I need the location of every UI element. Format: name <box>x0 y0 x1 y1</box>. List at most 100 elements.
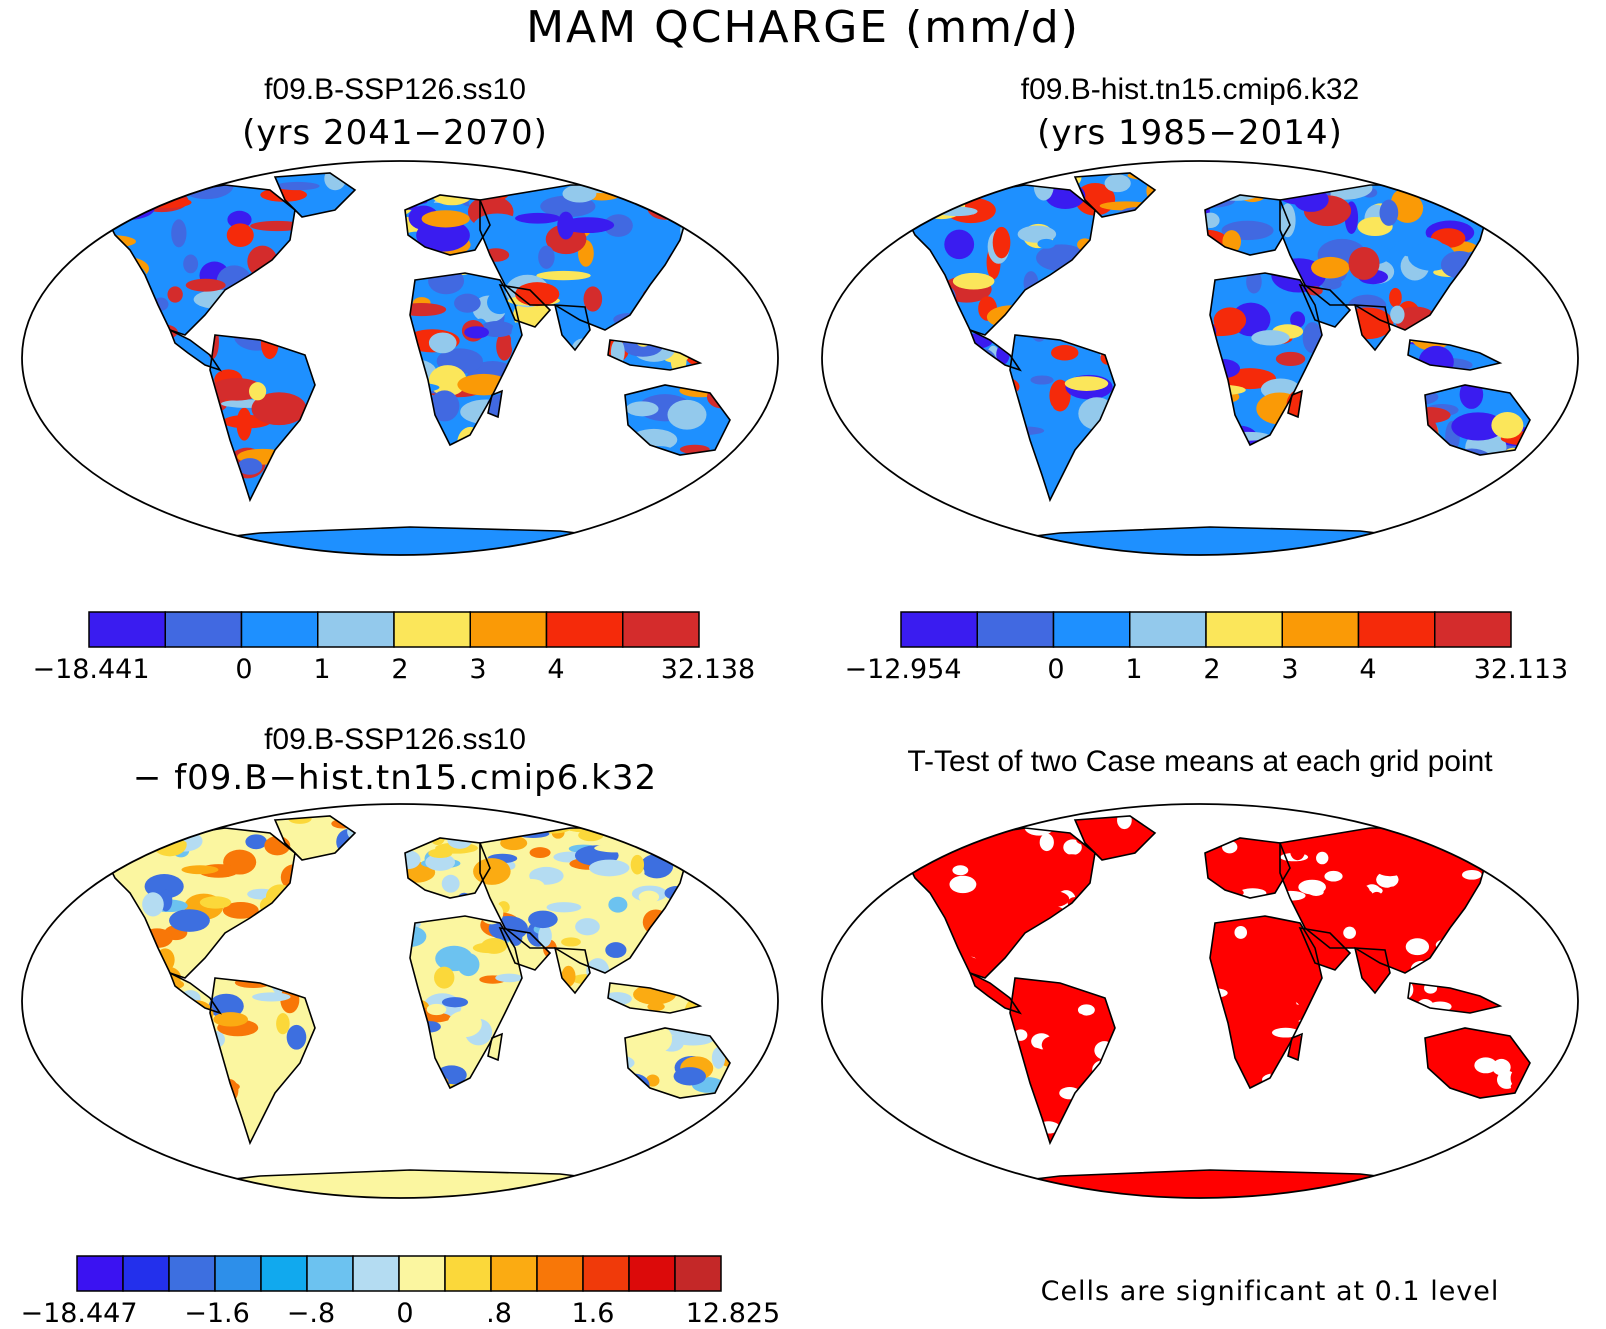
colorbar-swatch <box>545 611 624 648</box>
coastline <box>168 328 222 372</box>
colorbar-swatch <box>582 1255 630 1292</box>
colorbar-swatch <box>398 1255 446 1292</box>
cb2-tick-label: −12.954 <box>844 654 962 685</box>
coastline <box>903 184 1096 336</box>
map-frame <box>821 160 1579 556</box>
cb1-tick-label: 2 <box>391 654 409 685</box>
coastline <box>968 328 1022 372</box>
colorbar-swatch <box>122 1255 170 1292</box>
coastline <box>273 815 357 861</box>
coastline <box>553 947 591 995</box>
panel3-map <box>21 803 779 1199</box>
coastline <box>553 304 591 352</box>
colorbar-swatch <box>168 1255 216 1292</box>
colorbar-swatch <box>1281 611 1360 648</box>
coastline <box>1298 926 1352 971</box>
colorbar-swatch <box>393 611 471 648</box>
colorbar-swatch <box>1129 611 1207 648</box>
colorbar-swatch <box>164 611 243 648</box>
colorbar-swatch <box>628 1255 676 1292</box>
colorbar-swatch <box>444 1255 492 1292</box>
panel4-map <box>821 803 1579 1199</box>
colorbar1 <box>88 611 700 648</box>
panel3-subtitle: − f09.B−hist.tn15.cmip6.k32 <box>132 758 658 798</box>
panel2-subtitle: (yrs 1985−2014) <box>1037 113 1343 153</box>
coastline <box>968 971 1022 1015</box>
coastline <box>1209 915 1323 1090</box>
colorbar-swatch <box>1357 611 1436 648</box>
cb2-tick-label: 3 <box>1281 654 1299 685</box>
map-frame <box>821 803 1579 1199</box>
cb3-tick-label: −.8 <box>286 1298 336 1329</box>
colorbar-swatch <box>352 1255 400 1292</box>
panel1-title: f09.B-SSP126.ss10 <box>264 73 526 106</box>
coastline <box>409 272 523 447</box>
map-frame <box>21 803 779 1199</box>
panel1-map <box>21 160 779 556</box>
colorbar-swatch <box>536 1255 584 1292</box>
coastline <box>1424 384 1531 456</box>
cb3-tick-label: 0 <box>396 1298 414 1329</box>
colorbar-swatch <box>469 611 548 648</box>
coastline <box>1009 334 1116 503</box>
cb3-tick-label: 12.825 <box>685 1298 781 1329</box>
cb2-tick-label: 2 <box>1203 654 1221 685</box>
colorbar-swatch <box>976 611 1055 648</box>
main-title: MAM QCHARGE (mm/d) <box>526 2 1080 53</box>
coastline <box>1073 172 1157 218</box>
colorbar-swatch <box>260 1255 308 1292</box>
coastline <box>209 977 316 1146</box>
colorbar-swatch <box>674 1255 722 1292</box>
coastline <box>607 982 703 1014</box>
coastline <box>103 184 296 336</box>
colorbar3-labels: −18.447 −1.6 −.8 0 .8 1.6 12.825 <box>0 1298 800 1329</box>
cb1-tick-label: 0 <box>235 654 253 685</box>
colorbar3 <box>76 1255 722 1292</box>
coastline <box>624 384 731 456</box>
cb3-tick-label: −1.6 <box>184 1298 250 1329</box>
colorbar-swatch <box>317 611 395 648</box>
colorbar-swatch <box>76 1255 124 1292</box>
coastline <box>1353 304 1391 352</box>
colorbar-swatch <box>490 1255 538 1292</box>
significance-note: Cells are significant at 0.1 level <box>1040 1276 1500 1307</box>
coastline <box>1009 977 1116 1146</box>
coastline <box>1407 982 1503 1014</box>
cb2-tick-label: 4 <box>1359 654 1377 685</box>
coastline <box>498 926 552 971</box>
coastline <box>1209 272 1323 447</box>
colorbar-swatch <box>900 611 978 648</box>
coastline <box>1073 815 1157 861</box>
colorbar-swatch <box>1434 611 1512 648</box>
coastline <box>409 915 523 1090</box>
coastline <box>103 827 296 979</box>
coastline <box>607 339 703 371</box>
panel1-subtitle: (yrs 2041−2070) <box>242 113 548 153</box>
panel2-map <box>821 160 1579 556</box>
coastline <box>1298 283 1352 328</box>
cb1-tick-label: 1 <box>313 654 331 685</box>
coastline <box>1204 837 1291 899</box>
cb3-tick-label: .8 <box>486 1298 512 1329</box>
coastline <box>1407 339 1503 371</box>
coastline <box>903 827 1096 979</box>
panel2-title: f09.B-hist.tn15.cmip6.k32 <box>1020 73 1360 106</box>
colorbar-swatch <box>240 611 319 648</box>
coastline <box>1204 194 1291 256</box>
coastline <box>624 1027 731 1099</box>
colorbar-swatch <box>1205 611 1283 648</box>
cb2-tick-label: 32.113 <box>1473 654 1569 685</box>
cb3-tick-label: −18.447 <box>20 1298 138 1329</box>
colorbar1-labels: −18.441 0 1 2 3 4 32.138 <box>0 654 800 690</box>
coastline <box>1287 389 1304 419</box>
cb3-tick-label: 1.6 <box>571 1298 615 1329</box>
cb1-tick-label: 32.138 <box>660 654 756 685</box>
colorbar2-labels: −12.954 0 1 2 3 4 32.113 <box>806 654 1606 690</box>
coastline <box>209 334 316 503</box>
coastline <box>404 837 491 899</box>
coastline <box>1424 1027 1531 1099</box>
coastline <box>498 283 552 328</box>
panel4-title: T-Test of two Case means at each grid po… <box>907 745 1493 778</box>
coastline <box>404 194 491 256</box>
colorbar-swatch <box>306 1255 354 1292</box>
